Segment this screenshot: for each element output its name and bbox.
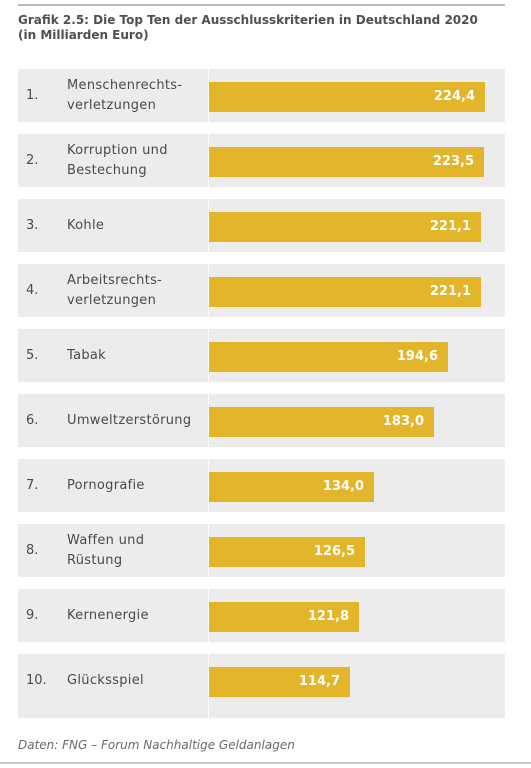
category-label: Arbeitsrechts- verletzungen: [67, 272, 163, 308]
bar-value-label: 134,0: [322, 479, 364, 494]
rank-label: 10.: [26, 673, 47, 688]
chart-row: 4. Arbeitsrechts- verletzungen 221,1: [18, 264, 505, 317]
bar-value-label: 194,6: [396, 349, 438, 364]
top-rule: [18, 4, 505, 6]
chart-row: 1. Menschenrechts- verletzungen 224,4: [18, 69, 505, 122]
chart-panel: 1. Menschenrechts- verletzungen 224,4 2. Kor…: [18, 69, 505, 718]
rank-label: 2.: [26, 153, 39, 168]
row-separator: [18, 447, 505, 459]
chart-title-line-2: (in Milliarden Euro): [18, 28, 149, 42]
row-separator: [18, 382, 505, 394]
category-label: Kohle: [67, 217, 105, 233]
source-note: Daten: FNG – Forum Nachhaltige Geldanlag…: [18, 738, 295, 752]
chart-row: 10. Glücksspiel 114,7: [18, 654, 505, 707]
bar-value-label: 221,1: [429, 219, 471, 234]
category-label: Kernenergie: [67, 607, 149, 623]
rank-label: 9.: [26, 608, 39, 623]
bar-value-label: 221,1: [429, 284, 471, 299]
bar-value-label: 183,0: [382, 414, 424, 429]
rank-label: 8.: [26, 543, 39, 558]
bar: [209, 602, 359, 632]
rank-label: 3.: [26, 218, 39, 233]
row-separator: [18, 642, 505, 654]
category-label: Menschenrechts- verletzungen: [67, 77, 183, 113]
bottom-rule: [0, 762, 531, 764]
bar: [209, 472, 374, 502]
bar: [209, 82, 485, 112]
row-separator: [18, 187, 505, 199]
row-separator: [18, 512, 505, 524]
bar: [209, 667, 350, 697]
chart-row: 3. Kohle 221,1: [18, 199, 505, 252]
chart-row: 2. Korruption und Bestechung 223,5: [18, 134, 505, 187]
bar: [209, 212, 481, 242]
chart-row: 6. Umweltzerstörung 183,0: [18, 394, 505, 447]
row-separator: [18, 252, 505, 264]
bar-value-label: 126,5: [313, 544, 355, 559]
bar: [209, 537, 365, 567]
bar-value-label: 121,8: [307, 609, 349, 624]
category-label: Korruption und Bestechung: [67, 142, 168, 178]
row-separator: [18, 317, 505, 329]
rank-label: 1.: [26, 88, 39, 103]
chart-row: 5. Tabak 194,6: [18, 329, 505, 382]
bar-value-label: 224,4: [433, 89, 475, 104]
chart-row: 8. Waffen und Rüstung 126,5: [18, 524, 505, 577]
category-label: Pornografie: [67, 477, 145, 493]
bar-value-label: 223,5: [432, 154, 474, 169]
rank-label: 7.: [26, 478, 39, 493]
category-label: Waffen und Rüstung: [67, 532, 145, 568]
rank-label: 4.: [26, 283, 39, 298]
category-label: Tabak: [67, 347, 107, 363]
bar-value-label: 114,7: [298, 674, 340, 689]
category-label: Glücksspiel: [67, 672, 144, 688]
bar: [209, 342, 448, 372]
chart-title: Grafik 2.5: Die Top Ten der Ausschlusskr…: [18, 13, 518, 43]
bar: [209, 277, 481, 307]
chart-row: 7. Pornografie 134,0: [18, 459, 505, 512]
row-separator: [18, 122, 505, 134]
rank-label: 5.: [26, 348, 39, 363]
bar: [209, 147, 484, 177]
category-label: Umweltzerstörung: [67, 412, 192, 428]
rank-label: 6.: [26, 413, 39, 428]
chart-title-line-1: Grafik 2.5: Die Top Ten der Ausschlusskr…: [18, 13, 478, 27]
bar: [209, 407, 434, 437]
row-separator: [18, 577, 505, 589]
chart-row: 9. Kernenergie 121,8: [18, 589, 505, 642]
